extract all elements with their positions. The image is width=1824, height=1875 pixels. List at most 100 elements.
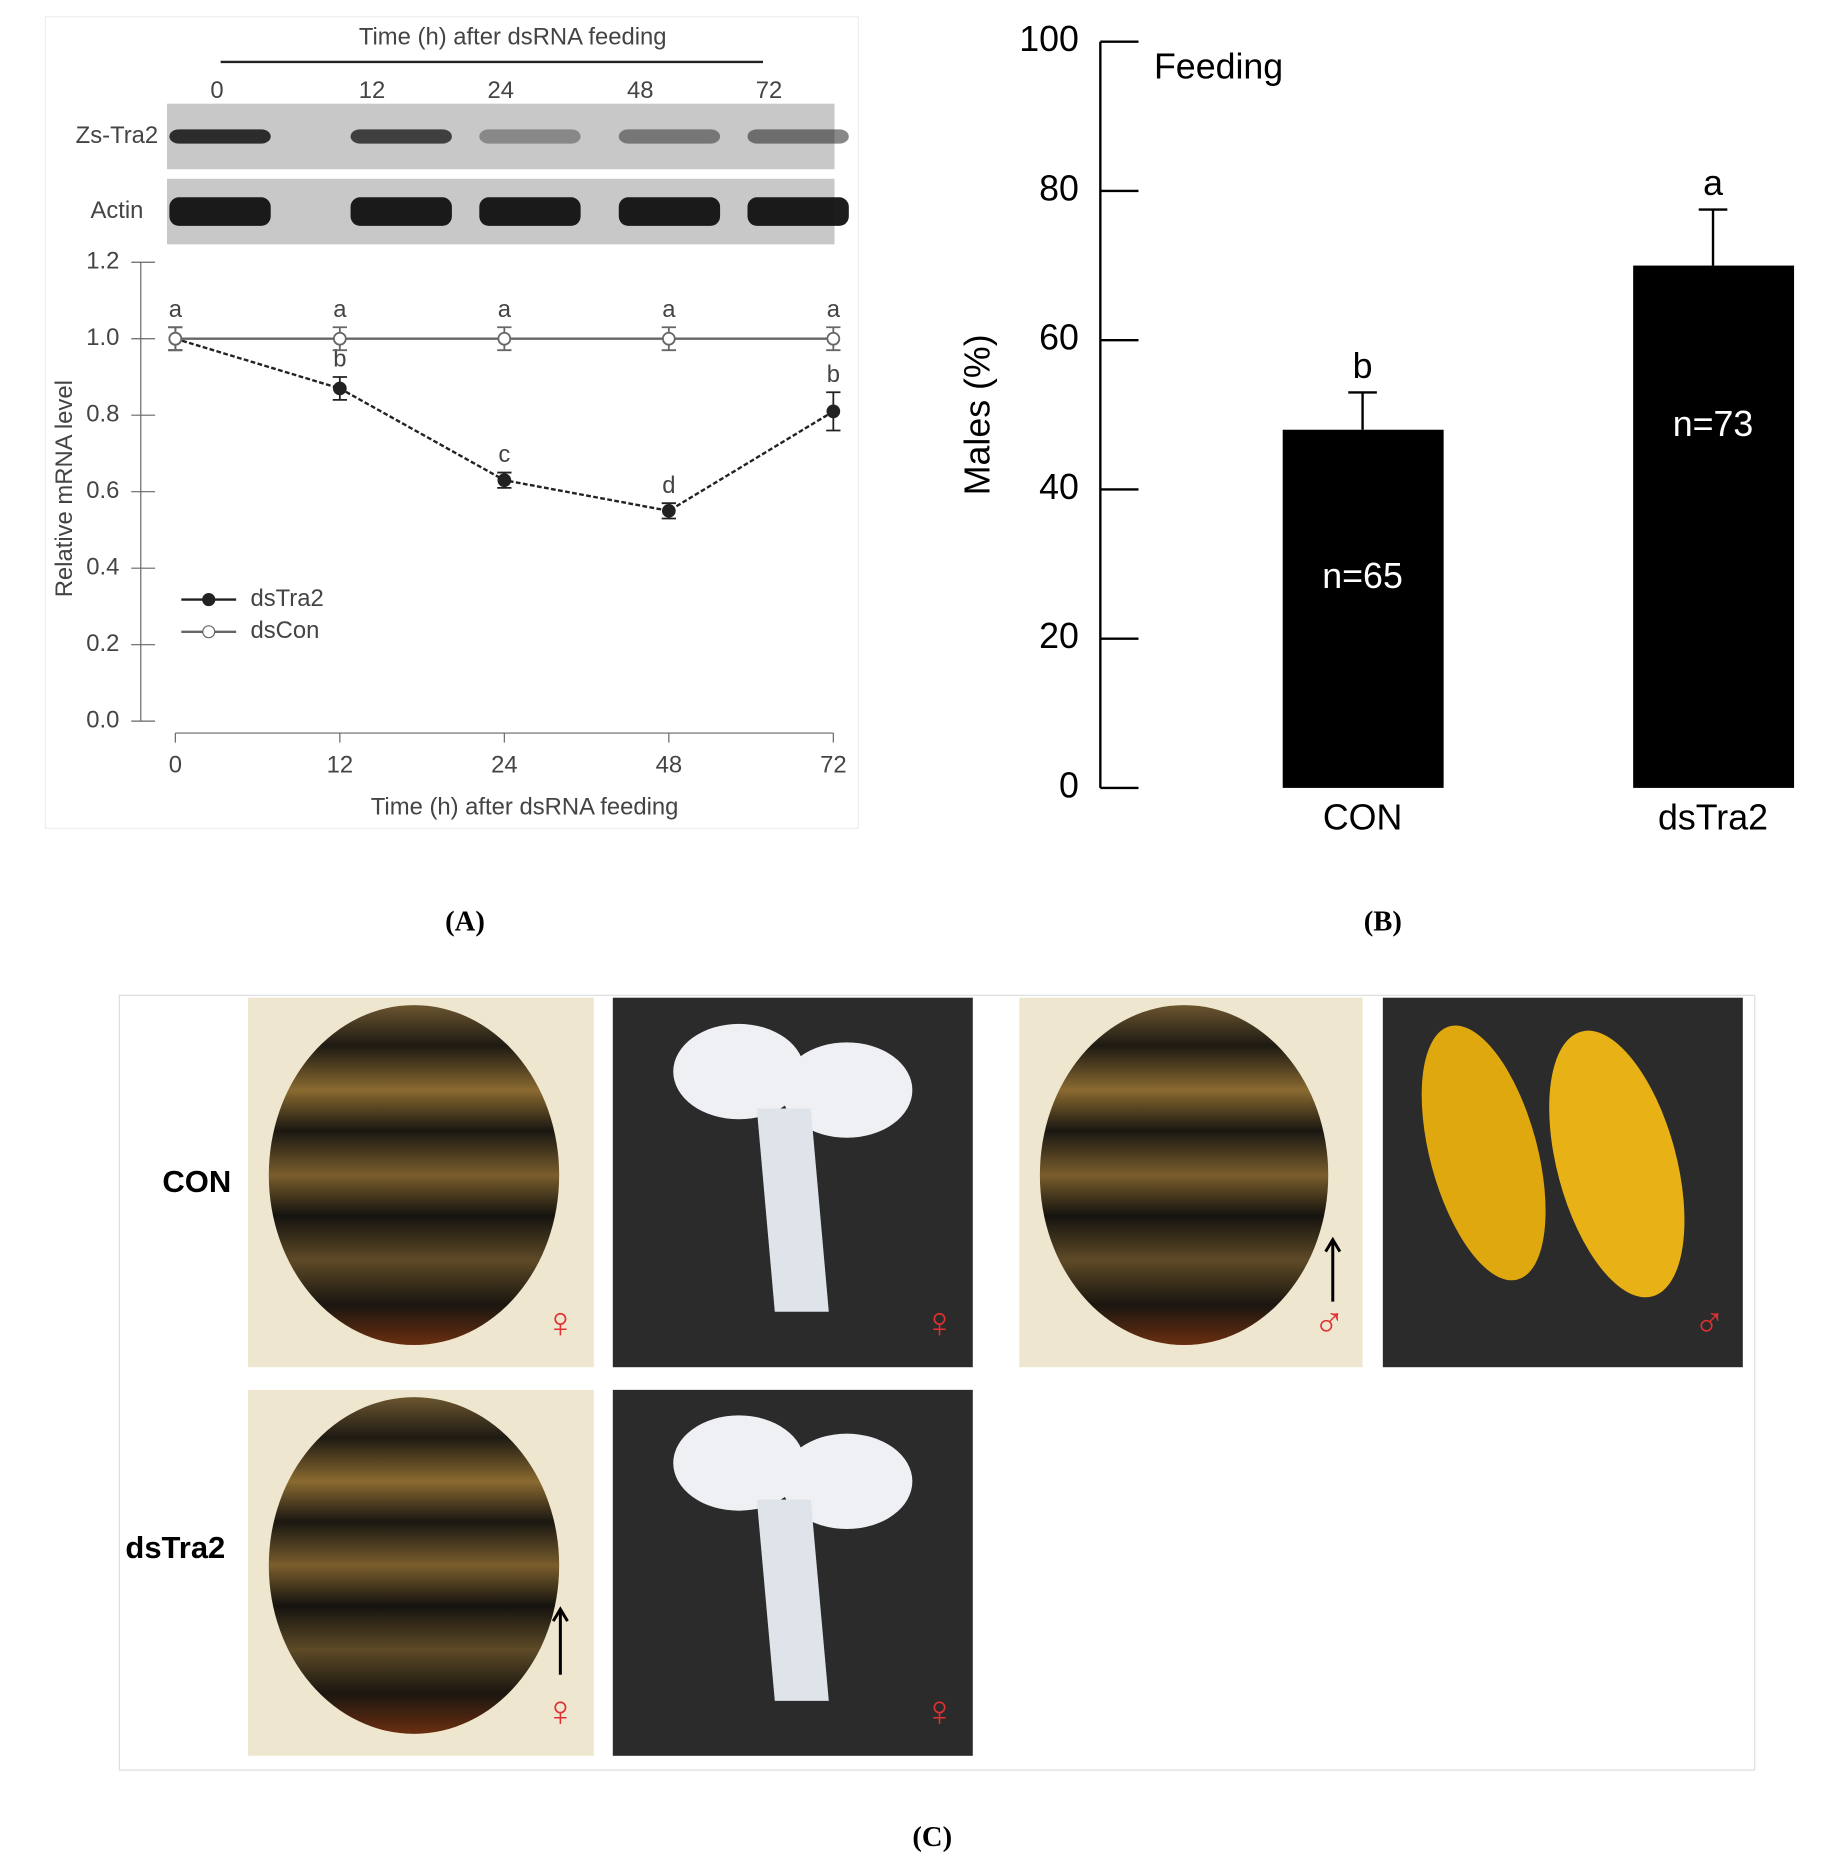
chart-title: Feeding: [1154, 47, 1283, 87]
lane-label: 24: [488, 77, 515, 104]
lane-label: 12: [359, 77, 386, 104]
blot-row-label: Actin: [90, 197, 143, 224]
point: [168, 331, 183, 346]
bar: [1282, 429, 1444, 788]
panel-c-frame: [118, 994, 1756, 1771]
x-tick-label: 0: [169, 752, 182, 779]
arrow: [551, 1606, 569, 1675]
significance-letter: b: [1353, 346, 1373, 386]
blot-title: Time (h) after dsRNA feeding: [359, 23, 667, 50]
point: [497, 473, 512, 488]
panel-c: ♀ ♀ ♂ ♂ ♀ ♀ CON dsTra2: [125, 997, 1743, 1756]
sample-size: n=73: [1673, 404, 1754, 444]
blot-band: [618, 129, 721, 144]
organ: [781, 1042, 913, 1138]
significance-letter: d: [662, 472, 675, 499]
sex-symbol: ♀: [544, 1687, 576, 1735]
organ: [1549, 1030, 1685, 1298]
significance-letter: a: [1703, 163, 1723, 203]
blot-band: [169, 129, 271, 144]
legend-marker: [202, 593, 216, 607]
y-tick-label: 0.0: [86, 706, 119, 733]
y-tick-label: 100: [1019, 19, 1079, 59]
error-bar: [1698, 208, 1728, 266]
organ: [673, 1415, 805, 1511]
x-tick-label: 72: [820, 752, 847, 779]
blot-band: [747, 129, 849, 144]
y-tick-label: 80: [1039, 168, 1079, 208]
lane-label: 0: [210, 77, 223, 104]
point: [826, 404, 841, 419]
organ: [756, 1499, 829, 1701]
y-tick-label: 40: [1039, 467, 1079, 507]
legend-label: dsCon: [250, 617, 319, 644]
sex-symbol: ♀: [923, 1687, 955, 1735]
row-label: dsTra2: [125, 1530, 225, 1565]
significance-letter: c: [498, 441, 510, 468]
legend-marker: [202, 625, 216, 639]
blot-band: [350, 129, 452, 144]
y-tick-label: 20: [1039, 616, 1079, 656]
y-tick-label: 0: [1059, 765, 1079, 805]
x-tick-label: 48: [656, 752, 683, 779]
blot-band: [479, 197, 581, 226]
abdomen: [1039, 1005, 1329, 1346]
panel-b: 0 20 40 60 80 100 Feeding Males (%) b n=65 CON a n=7…: [957, 19, 1795, 838]
point: [332, 331, 347, 346]
lane-label: 72: [756, 77, 783, 104]
panel-label: (C): [912, 1822, 952, 1853]
abdomen: [268, 1397, 560, 1734]
blot-strip: [167, 103, 835, 170]
y-tick-label: 1.0: [86, 324, 119, 351]
y-axis-label: Relative mRNA level: [51, 380, 78, 597]
organ: [756, 1108, 829, 1312]
row-label: CON: [162, 1164, 231, 1199]
significance-letter: a: [827, 296, 841, 323]
x-tick-label: dsTra2: [1658, 798, 1768, 838]
x-tick-label: 24: [491, 752, 518, 779]
point: [661, 331, 676, 346]
y-tick-label: 0.4: [86, 553, 119, 580]
significance-letter: a: [333, 296, 347, 323]
significance-letter: b: [333, 346, 346, 373]
sample-size: n=65: [1322, 556, 1403, 596]
panel-a: Time (h) after dsRNA feeding 0 12 24 48 72 Zs-…: [51, 23, 849, 820]
error-bar: [1348, 391, 1377, 430]
y-tick-label: 0.2: [86, 630, 119, 657]
panel-label: (A): [445, 906, 485, 937]
blot-band: [169, 197, 271, 226]
significance-letter: a: [498, 296, 512, 323]
organ: [1421, 1025, 1546, 1281]
sex-symbol: ♀: [544, 1299, 576, 1347]
blot-band: [747, 197, 849, 226]
y-tick-label: 0.6: [86, 477, 119, 504]
lane-label: 48: [627, 77, 654, 104]
point: [661, 503, 676, 518]
arrow: [1324, 1236, 1342, 1302]
organ: [673, 1023, 805, 1120]
abdomen: [268, 1005, 560, 1346]
significance-letter: a: [169, 296, 183, 323]
panel-label: (B): [1364, 906, 1402, 937]
significance-letter: b: [827, 361, 840, 388]
bar: [1633, 265, 1795, 788]
blot-band: [350, 197, 452, 226]
blot-band: [618, 197, 721, 226]
y-tick-label: 1.2: [86, 248, 119, 275]
x-tick-label: 12: [327, 752, 354, 779]
x-tick-label: CON: [1323, 798, 1402, 838]
x-axis-label: Time (h) after dsRNA feeding: [371, 793, 679, 820]
point: [497, 331, 512, 346]
y-tick-label: 60: [1039, 318, 1079, 358]
y-axis-label: Males (%): [957, 334, 997, 495]
sex-symbol: ♂: [1693, 1299, 1725, 1347]
point: [332, 381, 347, 396]
y-tick-label: 0.8: [86, 401, 119, 428]
legend-label: dsTra2: [250, 585, 323, 612]
point: [826, 331, 841, 346]
sex-symbol: ♀: [923, 1299, 955, 1347]
organ: [781, 1433, 913, 1530]
panel-a-frame: [44, 16, 859, 830]
sex-symbol: ♂: [1313, 1299, 1345, 1347]
